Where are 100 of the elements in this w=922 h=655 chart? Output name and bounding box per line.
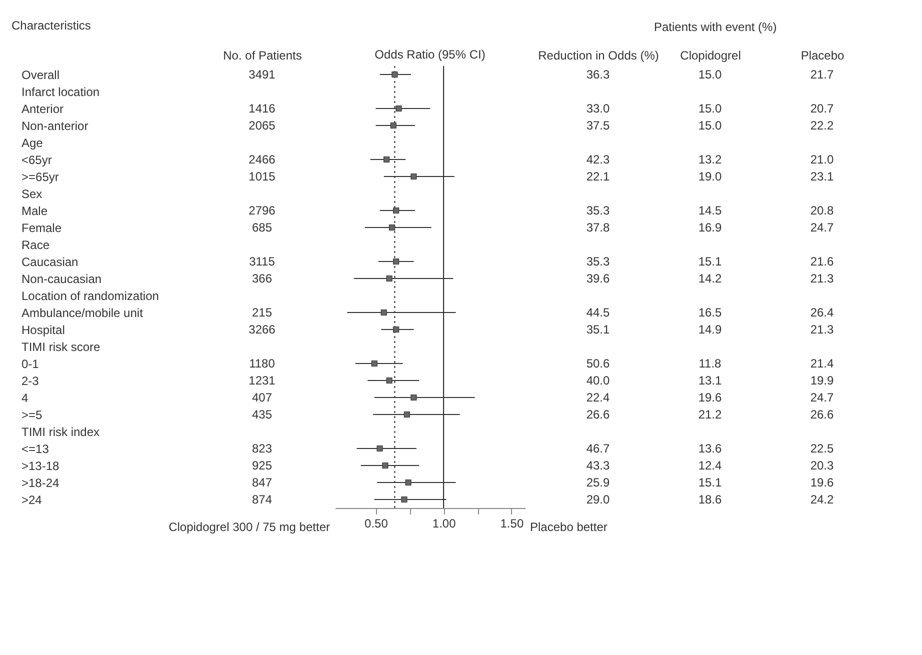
data-label: 1416	[248, 102, 276, 116]
category-label: Female	[22, 221, 62, 235]
category-label: Non-caucasian	[22, 272, 102, 286]
data-label: 26.4	[810, 306, 834, 320]
data-label: 22.2	[810, 118, 834, 132]
point	[388, 224, 396, 231]
data-label: 26.6	[810, 408, 834, 422]
category-label: >=65yr	[22, 170, 59, 184]
data-label: 35.3	[586, 204, 610, 218]
data-label: 21.6	[810, 254, 834, 268]
data-label: 24.7	[810, 220, 834, 234]
data-label: 15.0	[698, 68, 722, 82]
data-label: 36.3	[586, 68, 610, 82]
data-label: 1015	[248, 170, 276, 184]
data-label: 19.6	[698, 390, 722, 404]
category-label: Male	[22, 204, 48, 218]
data-label: 25.9	[586, 476, 610, 490]
data-label: 15.1	[698, 254, 722, 268]
data-label: 21.3	[810, 272, 834, 286]
point	[371, 360, 378, 367]
data-label: 26.6	[586, 408, 610, 422]
text: Placebo better	[530, 520, 608, 534]
data-label: 21.0	[810, 152, 834, 166]
data-label: 19.9	[810, 374, 834, 388]
category-label: Sex	[22, 187, 42, 201]
x-tick-label: 0.50	[364, 516, 388, 530]
category-label: Ambulance/mobile unit	[22, 306, 144, 320]
data-label: 35.3	[586, 254, 610, 268]
data-label: 3115	[249, 254, 276, 268]
point	[380, 309, 387, 316]
data-label: 2796	[248, 204, 276, 218]
text: Clopidogrel 300 / 75 mg better	[168, 520, 330, 534]
data-label: 2065	[248, 118, 276, 132]
point	[386, 275, 392, 282]
data-label: 33.0	[586, 102, 610, 116]
data-label: 925	[252, 458, 272, 472]
category-label: Race	[22, 238, 50, 252]
data-label: 44.5	[586, 306, 610, 320]
data-label: 1231	[248, 374, 276, 388]
point	[382, 462, 388, 469]
data-label: 16.5	[698, 306, 722, 320]
data-label: 3266	[248, 322, 276, 336]
data-label: 2466	[248, 152, 276, 166]
data-label: 14.5	[698, 204, 722, 218]
data-label: 22.5	[810, 442, 834, 456]
data-label: 366	[252, 272, 272, 286]
data-label: 42.3	[586, 152, 610, 166]
data-label: 1180	[249, 356, 276, 370]
data-label: 215	[252, 306, 272, 320]
category-label: TIMI risk index	[22, 425, 100, 439]
data-label: 13.2	[698, 152, 722, 166]
data-label: 14.2	[698, 272, 722, 286]
data-label: 46.7	[586, 442, 610, 456]
data-label: 22.4	[586, 390, 610, 404]
category-label: TIMI risk score	[22, 340, 100, 354]
data-label: 15.1	[698, 476, 722, 490]
data-label: 39.6	[586, 272, 610, 286]
data-label: 874	[252, 492, 272, 506]
data-label: 24.2	[810, 492, 834, 506]
point	[393, 326, 400, 333]
point	[410, 173, 417, 180]
point	[393, 207, 400, 214]
data-label: 685	[252, 220, 272, 234]
data-label: 19.0	[698, 170, 722, 184]
category-label: Overall	[22, 68, 60, 82]
category-label: >24	[22, 493, 42, 507]
category-label: Age	[22, 136, 44, 150]
category-label: Hospital	[22, 323, 65, 337]
data-label: 14.9	[698, 322, 722, 336]
data-label: 37.5	[586, 118, 610, 132]
data-label: 3491	[248, 68, 276, 82]
data-label: 20.7	[810, 102, 834, 116]
category-label: Infarct location	[22, 85, 100, 99]
point	[396, 105, 402, 112]
point	[386, 377, 392, 384]
x-tick-label: 1.00	[432, 516, 456, 530]
data-label: 15.0	[698, 102, 722, 116]
category-label: 2-3	[22, 374, 40, 388]
data-label: 11.8	[698, 356, 722, 370]
text: Characteristics	[12, 18, 91, 32]
data-label: 21.7	[810, 68, 834, 82]
data-label: 35.1	[586, 322, 610, 336]
category-label: 4	[22, 391, 28, 405]
point	[401, 496, 408, 503]
category-label: Anterior	[22, 102, 64, 116]
point	[393, 258, 400, 265]
text: Reduction in Odds (%)	[538, 48, 659, 62]
data-label: 22.1	[586, 170, 610, 184]
data-label: 21.4	[810, 356, 834, 370]
text: Patients with event (%)	[654, 20, 777, 34]
category-label: >13-18	[22, 459, 60, 473]
point	[390, 122, 396, 129]
text: Placebo	[800, 48, 845, 62]
data-label: 24.7	[810, 390, 834, 404]
data-label: 13.1	[698, 374, 722, 388]
data-label: 12.4	[698, 458, 722, 472]
point	[405, 479, 412, 486]
data-label: 20.8	[810, 204, 834, 218]
category-label: <65yr	[22, 153, 52, 167]
data-label: 20.3	[810, 458, 834, 472]
